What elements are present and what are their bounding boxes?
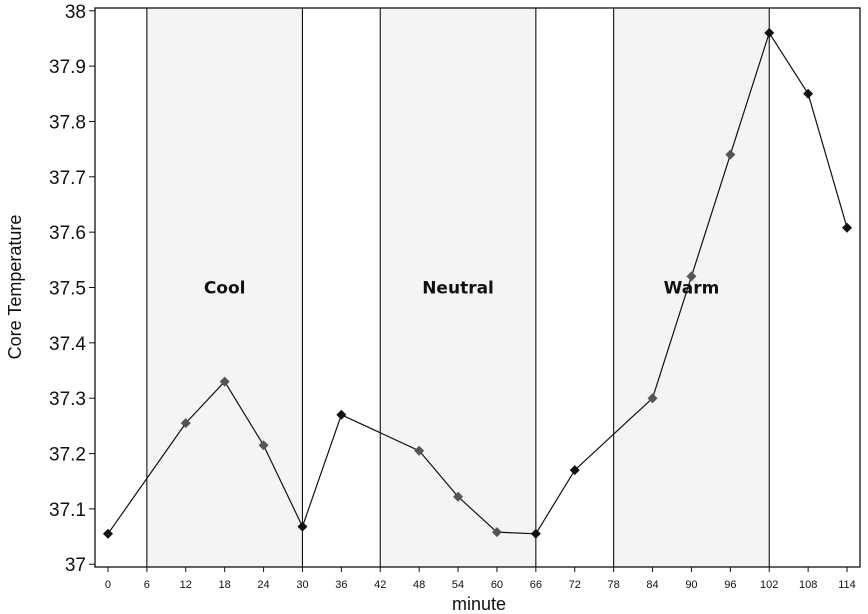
data-point (258, 440, 269, 451)
y-axis-title: Core Temperature (5, 215, 25, 360)
y-tick-label: 37.6 (49, 223, 86, 244)
y-tick-label: 37.8 (49, 112, 86, 133)
series-segment (496, 531, 536, 535)
x-axis-ticks: 0 6 12 18 24 30 36 42 48 54 60 66 72 78 84 90 96 102 108 11… (105, 567, 856, 591)
shaded-bands (146, 8, 770, 567)
data-point (803, 88, 814, 99)
series-segment (457, 496, 498, 533)
data-point (219, 376, 230, 387)
x-tick-label: 60 (491, 579, 503, 591)
data-point (686, 271, 697, 282)
data-point (453, 491, 464, 502)
x-tick-label: 108 (799, 579, 817, 591)
band-label-cool: Cool (204, 279, 246, 299)
x-tick-label: 54 (452, 579, 464, 591)
band-label-neutral: Neutral (422, 279, 494, 299)
y-tick-label: 37.3 (49, 389, 86, 410)
data-point (297, 521, 308, 532)
series-segment (574, 397, 653, 471)
shaded-band-neutral (380, 8, 536, 567)
x-tick-label: 78 (608, 579, 620, 591)
band-labels: Cool Neutral Warm (204, 279, 719, 299)
x-tick-label: 36 (335, 579, 347, 591)
x-tick-label: 42 (374, 579, 386, 591)
series-segment (263, 444, 303, 527)
data-point (725, 149, 736, 160)
y-tick-label: 37.2 (49, 445, 86, 466)
series-segment (729, 32, 770, 155)
series-segment (107, 422, 187, 535)
y-tick-label: 37 (65, 555, 86, 576)
x-tick-label: 66 (530, 579, 542, 591)
y-tick-label: 37.5 (49, 279, 86, 300)
series-segment (768, 32, 809, 95)
data-point (530, 528, 541, 539)
shaded-band-cool (146, 8, 303, 567)
x-tick-label: 6 (144, 579, 150, 591)
y-tick-label: 37.1 (49, 500, 86, 521)
x-tick-label: 30 (296, 579, 308, 591)
data-point (336, 409, 347, 420)
series-segment (185, 381, 226, 424)
x-tick-label: 114 (838, 579, 856, 591)
x-tick-label: 72 (569, 579, 581, 591)
x-tick-label: 12 (180, 579, 192, 591)
series-segment (535, 469, 576, 535)
x-tick-label: 24 (257, 579, 269, 591)
data-point (647, 393, 658, 404)
phase-divider-lines (146, 8, 770, 567)
data-point (180, 418, 191, 429)
y-tick-label: 37.7 (49, 168, 86, 189)
series-segment (651, 276, 693, 399)
y-tick-label: 38 (65, 2, 86, 23)
band-label-warm: Warm (664, 279, 720, 299)
y-tick-label: 37.4 (49, 334, 86, 355)
series-segment (341, 414, 420, 452)
data-point (764, 27, 775, 38)
y-tick-label: 37.9 (49, 57, 86, 78)
series-segment (807, 93, 848, 228)
data-point (842, 222, 853, 233)
series-points (102, 27, 853, 539)
series-segment (690, 154, 731, 277)
x-tick-label: 18 (219, 579, 231, 591)
data-point (491, 527, 502, 538)
y-axis-ticks: 37 37.1 37.2 37.3 37.4 37.5 37.6 37.7 37.8 37.9 38 (49, 2, 95, 576)
shaded-band-warm (613, 8, 770, 567)
data-point (569, 465, 580, 476)
x-tick-label: 0 (105, 579, 111, 591)
x-tick-label: 90 (685, 579, 697, 591)
x-tick-label: 102 (760, 579, 778, 591)
x-tick-label: 48 (413, 579, 425, 591)
data-point (414, 445, 425, 456)
series-segment (301, 414, 342, 527)
series-segment (224, 381, 265, 446)
x-axis-title: minute (452, 594, 506, 614)
series-segment (418, 450, 459, 498)
data-point (102, 528, 113, 539)
x-tick-label: 96 (724, 579, 736, 591)
series-line-segments (107, 32, 848, 535)
x-tick-label: 84 (646, 579, 658, 591)
